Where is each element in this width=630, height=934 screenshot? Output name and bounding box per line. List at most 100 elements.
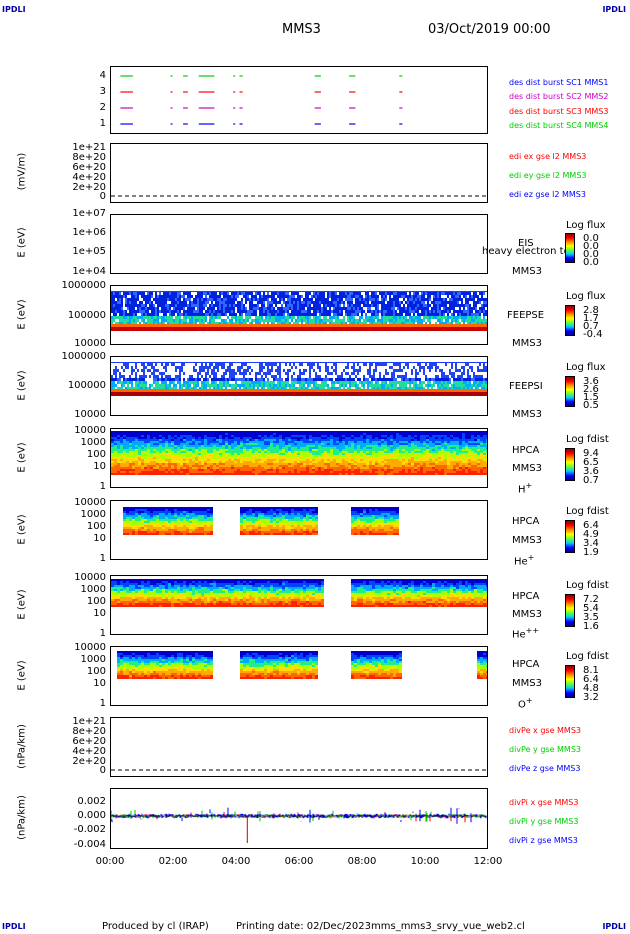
- feepse-cell: [465, 304, 467, 307]
- feepsi-cell: [461, 369, 463, 372]
- feepse-cell: [173, 298, 175, 301]
- feepse-cell: [199, 298, 201, 301]
- hpca-h-cell: [138, 461, 141, 463]
- feepse-cell: [347, 301, 349, 304]
- feepsi-cell: [429, 375, 431, 378]
- feepse-cell: [227, 295, 229, 298]
- feepsi-cell: [215, 384, 217, 387]
- feepsi-cell: [177, 387, 179, 390]
- feepse-cell: [123, 319, 125, 322]
- feepsi-cell: [383, 384, 385, 387]
- feepse-cell: [197, 313, 199, 316]
- hpca-h-cell: [195, 461, 198, 463]
- feepse-cell: [217, 313, 219, 316]
- hpca-h-cell: [201, 461, 204, 463]
- feepse-cell: [411, 298, 413, 301]
- feepsi-cell: [353, 372, 355, 375]
- hpca-h-cell: [174, 445, 177, 447]
- feepse-cell: [209, 304, 211, 307]
- feepsi-cell: [295, 372, 297, 375]
- hpca-h-cell: [126, 449, 129, 451]
- feepse-cell: [405, 316, 407, 319]
- feepse-cell: [135, 301, 137, 304]
- hpca-h-cell: [147, 443, 150, 445]
- hpca-h-cell: [210, 431, 213, 433]
- feepsi-heatmap: [111, 362, 487, 396]
- feepsi-cell: [269, 381, 271, 384]
- hpca-h-cell: [201, 469, 204, 471]
- feepsi-cell: [185, 378, 187, 381]
- hpca-h-cell: [135, 443, 138, 445]
- feepse-cell: [349, 292, 351, 295]
- feepse-cell: [475, 310, 477, 313]
- feepsi-cell: [347, 369, 349, 372]
- feepse-cell: [469, 304, 471, 307]
- feepse-cell: [251, 322, 253, 325]
- feepse-cell: [171, 319, 173, 322]
- hpca-h-cell: [177, 469, 180, 471]
- feepse-cell: [357, 301, 359, 304]
- hpca-h-cell: [165, 471, 168, 473]
- feepse-cell: [173, 292, 175, 295]
- feepsi-cell: [141, 387, 143, 390]
- feepse-cell: [227, 298, 229, 301]
- feepse-cell: [297, 298, 299, 301]
- hpca-h-cell: [207, 443, 210, 445]
- feepsi-cell: [153, 387, 155, 390]
- feepse-cell: [365, 319, 367, 322]
- feepse-cell: [247, 322, 249, 325]
- feepsi-cell: [257, 384, 259, 387]
- feepse-cell: [361, 298, 363, 301]
- feepsi-cell: [241, 381, 243, 384]
- hpca-h-cell: [132, 453, 135, 455]
- hpca-h-cell: [171, 463, 174, 465]
- feepse-cell: [345, 313, 347, 316]
- edi-ytick: 1e+21: [72, 142, 106, 153]
- feepsi-cell: [367, 366, 369, 369]
- hpca-h-cell: [207, 453, 210, 455]
- feepsi-cell: [257, 372, 259, 375]
- hpca-h-cell: [141, 449, 144, 451]
- feepse-cell: [259, 292, 261, 295]
- feepse-cell: [281, 307, 283, 310]
- hpca-h-cell: [201, 459, 204, 461]
- feepse-cell: [469, 295, 471, 298]
- hpca-h-cell: [186, 449, 189, 451]
- hpca-h-cell: [171, 457, 174, 459]
- feepsi-cell: [273, 384, 275, 387]
- feepse-cell: [427, 313, 429, 316]
- hpca-h-cell: [120, 443, 123, 445]
- feepse-cell: [333, 298, 335, 301]
- hpca-h-cell: [114, 455, 117, 457]
- feepse-cell: [163, 298, 165, 301]
- feepsi-cell: [157, 363, 159, 366]
- feepse-cell: [199, 316, 201, 319]
- hpca-h-cell: [129, 469, 132, 471]
- feepse-cell: [225, 316, 227, 319]
- feepse-cell: [441, 322, 443, 325]
- feepse-cell: [431, 292, 433, 295]
- feepse-cell: [133, 298, 135, 301]
- hpca-h-cell: [198, 445, 201, 447]
- feepse-cell: [309, 298, 311, 301]
- feepse-cell: [287, 301, 289, 304]
- feepse-cell: [425, 310, 427, 313]
- feepsi-cell: [185, 381, 187, 384]
- feepsi-cell: [481, 372, 483, 375]
- feepsi-cell: [191, 363, 193, 366]
- feepsi-cell: [263, 369, 265, 372]
- feepse-cell: [171, 298, 173, 301]
- hpca-h-cell: [135, 461, 138, 463]
- feepsi-cell: [241, 375, 243, 378]
- feepsi-cell: [317, 384, 319, 387]
- feepse-cell: [253, 307, 255, 310]
- feepsi-cell: [429, 369, 431, 372]
- feepsi-cell: [211, 363, 213, 366]
- feepse-cell: [243, 295, 245, 298]
- feepse-cell: [193, 295, 195, 298]
- hpca-h-cell: [201, 445, 204, 447]
- feepsi-cell: [197, 378, 199, 381]
- hpca-h-cell: [147, 447, 150, 449]
- feepse-cell: [199, 301, 201, 304]
- feepsi-cell: [449, 363, 451, 366]
